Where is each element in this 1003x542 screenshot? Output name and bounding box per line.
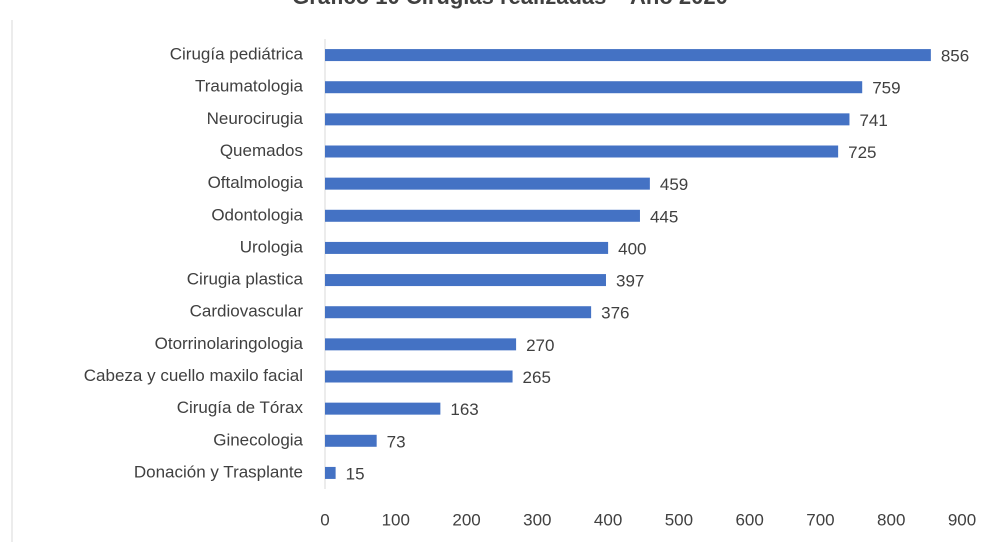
bar <box>325 241 609 254</box>
y-tick-label: Oftalmologia <box>208 173 304 192</box>
x-tick-label: 900 <box>948 510 976 529</box>
y-tick-label: Cabeza y cuello maxilo facial <box>84 366 303 385</box>
x-tick-label: 800 <box>877 510 905 529</box>
data-label: 270 <box>526 336 554 355</box>
x-tick-label: 200 <box>452 510 480 529</box>
y-tick-label: Cirugía pediátrica <box>170 45 304 64</box>
bar <box>325 113 850 126</box>
y-tick-label: Quemados <box>220 141 303 160</box>
data-label: 15 <box>346 464 365 483</box>
data-label: 445 <box>650 207 678 226</box>
y-tick-label: Cirugía de Tórax <box>177 398 304 417</box>
y-tick-label: Neurocirugia <box>207 109 304 128</box>
bar <box>325 209 640 222</box>
chart-title: Gráfico 10 Cirugías realizadas – Año 202… <box>292 0 728 9</box>
x-tick-label: 500 <box>665 510 693 529</box>
data-label: 265 <box>523 368 551 387</box>
data-label: 163 <box>450 400 478 419</box>
bar <box>325 177 650 190</box>
bar <box>325 274 606 287</box>
data-label: 741 <box>859 111 887 130</box>
y-tick-label: Odontologia <box>211 205 303 224</box>
bar <box>325 81 863 94</box>
bar <box>325 306 592 319</box>
bar <box>325 402 441 415</box>
data-label: 856 <box>941 47 969 66</box>
bar <box>325 145 839 158</box>
bar <box>325 370 513 383</box>
x-tick-label: 700 <box>806 510 834 529</box>
data-label: 759 <box>872 79 900 98</box>
y-tick-label: Donación y Trasplante <box>134 462 303 481</box>
x-tick-label: 600 <box>735 510 763 529</box>
y-tick-label: Urologia <box>240 237 304 256</box>
data-label: 397 <box>616 272 644 291</box>
y-tick-label: Traumatologia <box>195 77 304 96</box>
y-tick-label: Ginecologia <box>213 430 303 449</box>
x-tick-label: 0 <box>320 510 329 529</box>
x-tick-label: 100 <box>382 510 410 529</box>
bar <box>325 434 377 447</box>
x-tick-label: 400 <box>594 510 622 529</box>
data-label: 400 <box>618 239 646 258</box>
data-label: 459 <box>660 175 688 194</box>
bar <box>325 49 931 62</box>
x-tick-label: 300 <box>523 510 551 529</box>
bar <box>325 466 336 479</box>
y-tick-label: Cardiovascular <box>190 302 304 321</box>
y-tick-label: Otorrinolaringologia <box>155 334 304 353</box>
data-label: 725 <box>848 143 876 162</box>
data-label: 376 <box>601 304 629 323</box>
y-tick-label: Cirugia plastica <box>187 270 304 289</box>
data-label: 73 <box>387 432 406 451</box>
bar <box>325 338 517 351</box>
